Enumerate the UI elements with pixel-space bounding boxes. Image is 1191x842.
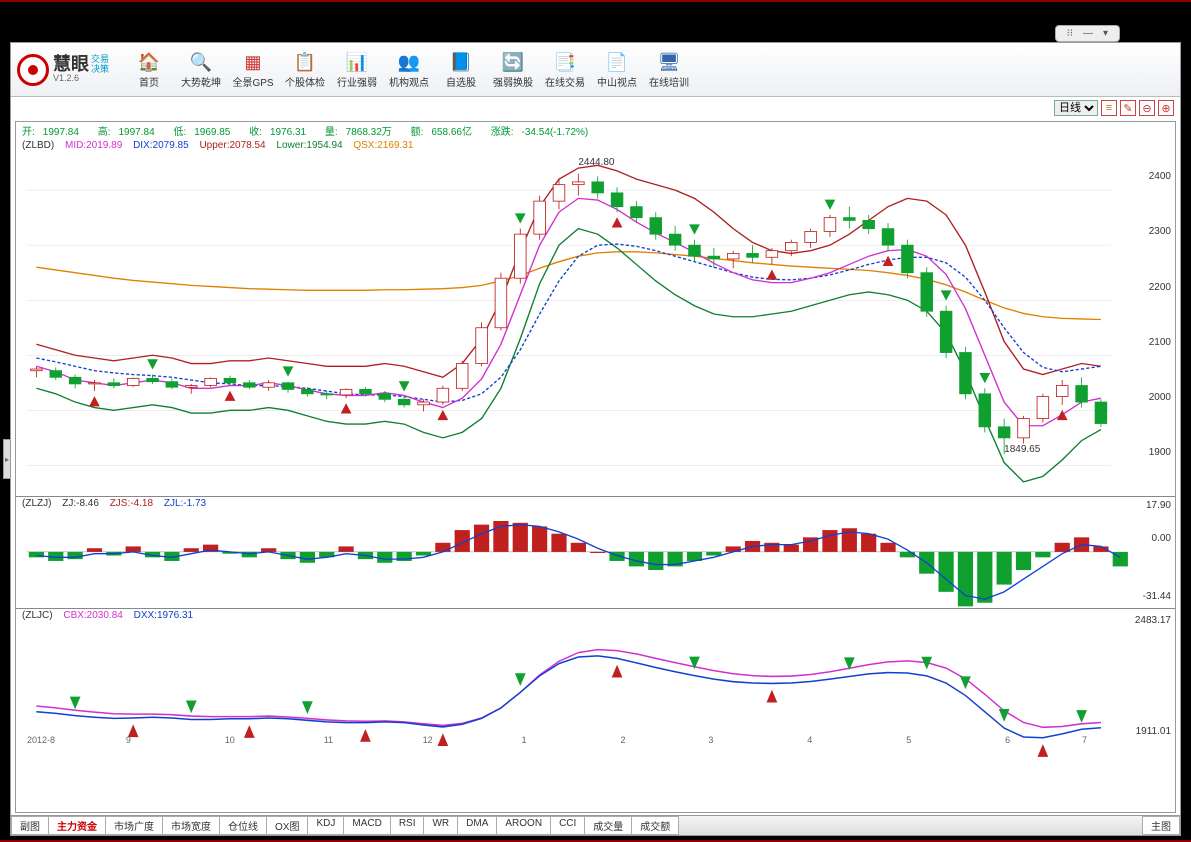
toolbar-onlinetrade-button[interactable]: 📑在线交易	[539, 47, 591, 93]
app-logo: 慧眼 交易 决策 V1.2.6	[17, 54, 109, 86]
minimize-icon[interactable]: —	[1080, 28, 1096, 39]
window-controls[interactable]: ⁝⁝ — ▾	[1055, 25, 1120, 42]
sub-chart-label[interactable]: 副图	[11, 816, 49, 835]
chart-container: 开:1997.84 高:1997.84 低:1969.85 收:1976.31 …	[15, 121, 1176, 813]
zoom-out-icon[interactable]: ⊖	[1139, 100, 1155, 116]
indicator-tab[interactable]: CCI	[550, 816, 585, 835]
list-view-icon[interactable]: ≡	[1101, 100, 1117, 116]
bottom-tabs: 副图 主力资金市场广度市场宽度仓位线OX图KDJMACDRSIWRDMAAROO…	[11, 815, 1180, 835]
edit-icon[interactable]: ✎	[1120, 100, 1136, 116]
toolbar-gps-button[interactable]: ▦全景GPS	[227, 47, 279, 93]
toolbar-industry-button[interactable]: 📊行业强弱	[331, 47, 383, 93]
high-price-label: 2444.80	[578, 157, 614, 168]
sub1-chart-svg[interactable]	[16, 510, 1175, 621]
zoom-in-icon[interactable]: ⊕	[1158, 100, 1174, 116]
toolbar-stockcheck-button[interactable]: 📋个股体检	[279, 47, 331, 93]
time-axis: 2012-891011121234567	[16, 735, 1115, 749]
left-expand-handle[interactable]: ▸	[3, 439, 11, 479]
indicator-tab[interactable]: 仓位线	[219, 816, 267, 835]
indicator-tab[interactable]: 市场广度	[105, 816, 163, 835]
main-toolbar: 慧眼 交易 决策 V1.2.6 🏠首页🔍大势乾坤▦全景GPS📋个股体检📊行业强弱…	[11, 43, 1180, 97]
toolbar-selfselect-button[interactable]: 📘自选股	[435, 47, 487, 93]
pin-icon[interactable]: ⁝⁝	[1064, 28, 1076, 39]
toolbar-training-button[interactable]: 🖥在线培训	[643, 47, 695, 93]
indicator-tab[interactable]: RSI	[390, 816, 425, 835]
indicator-tab[interactable]: 主力资金	[48, 816, 106, 835]
logo-icon	[17, 54, 49, 86]
indicator-tab[interactable]: WR	[423, 816, 458, 835]
main-chart-label[interactable]: 主图	[1142, 816, 1180, 835]
close-dropdown-icon[interactable]: ▾	[1100, 28, 1111, 39]
indicator-tab[interactable]: 成交额	[631, 816, 679, 835]
toolbar-swap-button[interactable]: 🔄强弱换股	[487, 47, 539, 93]
timeframe-select[interactable]: 日线	[1054, 100, 1098, 116]
indicator-tab[interactable]: DMA	[457, 816, 497, 835]
indicator-tab[interactable]: KDJ	[307, 816, 344, 835]
app-name: 慧眼	[53, 55, 89, 75]
sub2-indicator-line: (ZLJC) CBX:2030.84 DXX:1976.31	[16, 609, 1175, 622]
sub-chart-2-pane: (ZLJC) CBX:2030.84 DXX:1976.31 2483.1719…	[16, 609, 1175, 749]
main-chart-pane: (ZLBD) MID:2019.89 DIX:2079.85 Upper:207…	[16, 139, 1175, 497]
ohlc-info-line: 开:1997.84 高:1997.84 低:1969.85 收:1976.31 …	[16, 122, 1175, 139]
indicator-tab[interactable]: MACD	[343, 816, 390, 835]
indicator-tab[interactable]: AROON	[496, 816, 551, 835]
main-chart-svg[interactable]	[16, 152, 1175, 509]
sub1-indicator-line: (ZLZJ) ZJ:-8.46 ZJS:-4.18 ZJL:-1.73	[16, 497, 1175, 510]
toolbar-institution-button[interactable]: 👥机构观点	[383, 47, 435, 93]
toolbar-zsview-button[interactable]: 📄中山视点	[591, 47, 643, 93]
chart-control-bar: 日线 ≡ ✎ ⊖ ⊕	[11, 97, 1180, 119]
main-indicator-line: (ZLBD) MID:2019.89 DIX:2079.85 Upper:207…	[16, 139, 1175, 152]
toolbar-home-button[interactable]: 🏠首页	[123, 47, 175, 93]
low-price-label: 1849.65	[1004, 444, 1040, 455]
sub-chart-1-pane: (ZLZJ) ZJ:-8.46 ZJS:-4.18 ZJL:-1.73 17.9…	[16, 497, 1175, 609]
indicator-tab[interactable]: OX图	[266, 816, 308, 835]
toolbar-trend-button[interactable]: 🔍大势乾坤	[175, 47, 227, 93]
app-version: V1.2.6	[53, 74, 109, 84]
indicator-tab[interactable]: 市场宽度	[162, 816, 220, 835]
indicator-tab[interactable]: 成交量	[584, 816, 632, 835]
